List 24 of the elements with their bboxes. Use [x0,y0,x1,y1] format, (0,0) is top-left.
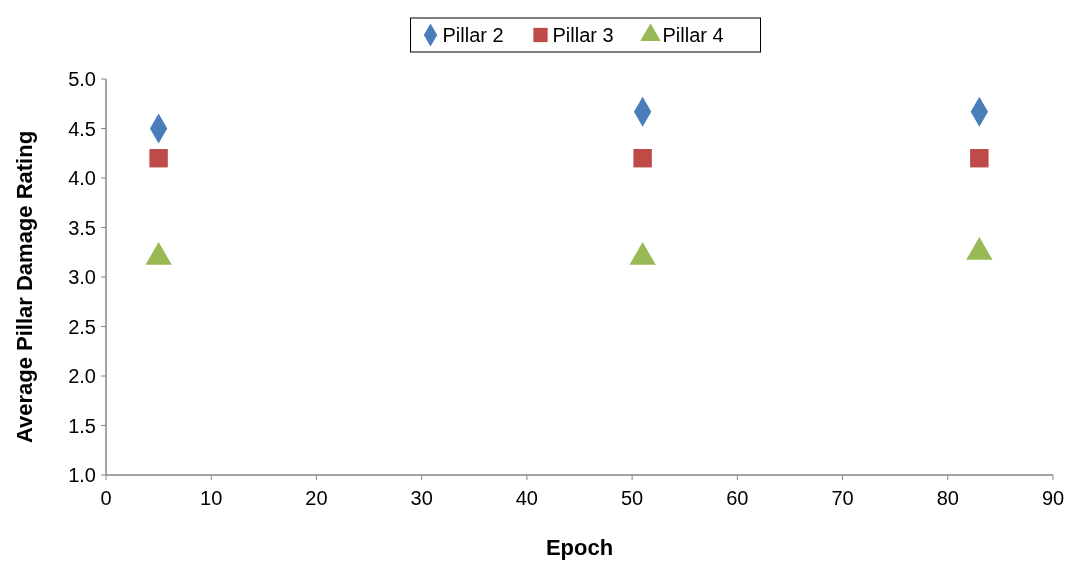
x-tick-label: 50 [620,487,644,509]
x-tick-label: 30 [410,487,433,509]
y-tick-label: 2.0 [68,365,96,387]
y-tick-label: 3.5 [68,216,96,239]
x-tick-label: 90 [1041,487,1065,509]
y-tick-label: 3.0 [68,266,96,288]
y-tick-label: 5.0 [68,68,96,90]
x-tick-label: 0 [100,487,112,509]
y-tick-label: 4.0 [68,167,96,189]
x-tick-label: 10 [200,487,223,509]
y-tick-label: 1.0 [68,464,96,486]
x-axis-title: Epoch [545,535,614,560]
y-tick-label: 1.5 [68,414,96,437]
x-tick-label: 70 [831,487,854,509]
legend-label: Pillar 2 [442,24,504,46]
y-tick-label: 4.5 [68,117,96,140]
legend-label: Pillar 3 [552,24,614,46]
legend-label: Pillar 4 [662,24,724,46]
x-tick-label: 40 [515,487,539,509]
x-tick-label: 80 [936,487,959,509]
x-tick-label: 60 [726,487,749,509]
y-axis-title: Average Pillar Damage Rating [12,130,37,444]
y-tick-label: 2.5 [68,315,96,338]
x-tick-label: 20 [305,487,328,509]
